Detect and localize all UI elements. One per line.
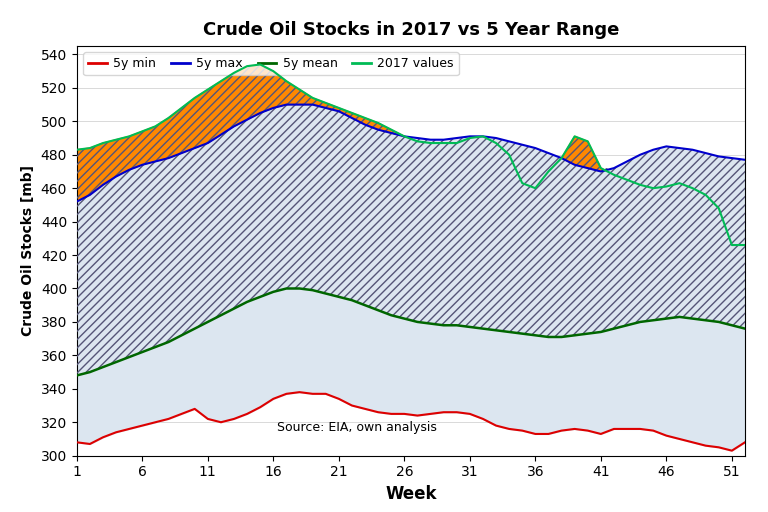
Title: Crude Oil Stocks in 2017 vs 5 Year Range: Crude Oil Stocks in 2017 vs 5 Year Range: [203, 21, 619, 39]
Text: Source: EIA, own analysis: Source: EIA, own analysis: [277, 421, 437, 434]
X-axis label: Week: Week: [385, 485, 437, 503]
Legend: 5y min, 5y max, 5y mean, 2017 values: 5y min, 5y max, 5y mean, 2017 values: [83, 52, 459, 75]
Y-axis label: Crude Oil Stocks [mb]: Crude Oil Stocks [mb]: [22, 165, 35, 336]
